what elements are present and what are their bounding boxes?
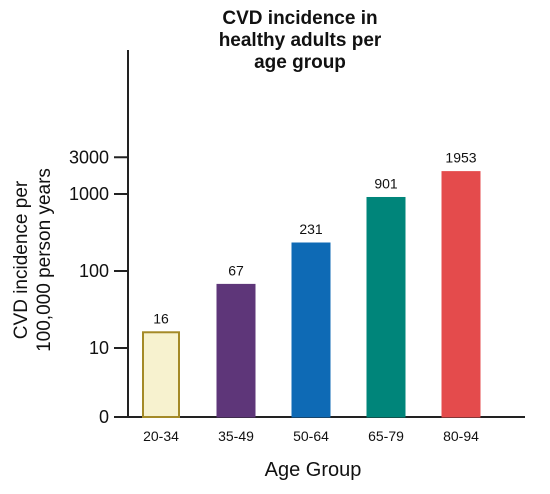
bar (291, 242, 331, 418)
bar-value-label: 1953 (445, 150, 476, 166)
chart-title-line-1: CVD incidence in (222, 8, 378, 29)
x-tick-label: 35-49 (218, 428, 254, 444)
x-axis-ticks: 20-34 35-49 50-64 65-79 80-94 (143, 428, 479, 444)
bar-value-label: 231 (299, 221, 323, 237)
x-tick-label: 20-34 (143, 428, 179, 444)
bar (366, 196, 406, 418)
y-tick-label: 0 (99, 407, 109, 427)
bar-value-label: 16 (153, 310, 169, 326)
x-tick-label: 50-64 (293, 428, 329, 444)
bar (142, 331, 180, 419)
bars: 16 67 231 901 1953 (142, 150, 481, 419)
chart-title: CVD incidence in healthy adults per age … (170, 8, 430, 74)
x-tick-label: 80-94 (443, 428, 479, 444)
y-tick-label: 10 (89, 338, 109, 358)
y-axis-label-line-2: 100,000 person years (34, 168, 55, 352)
bar-value-label: 901 (374, 175, 398, 191)
bar-value-label: 67 (228, 262, 244, 278)
chart-title-line-3: age group (254, 52, 346, 73)
chart-title-line-2: healthy adults per (218, 30, 382, 51)
y-tick-label: 1000 (69, 184, 109, 204)
bar (441, 171, 481, 418)
x-axis-label: Age Group (265, 459, 362, 481)
bar (216, 283, 256, 418)
y-tick-label: 100 (79, 261, 109, 281)
x-tick-label: 65-79 (368, 428, 404, 444)
y-axis-ticks: 0 10 100 1000 3000 (69, 147, 128, 427)
y-tick-label: 3000 (69, 147, 109, 167)
y-axis-label-line-1: CVD incidence per (11, 180, 32, 339)
